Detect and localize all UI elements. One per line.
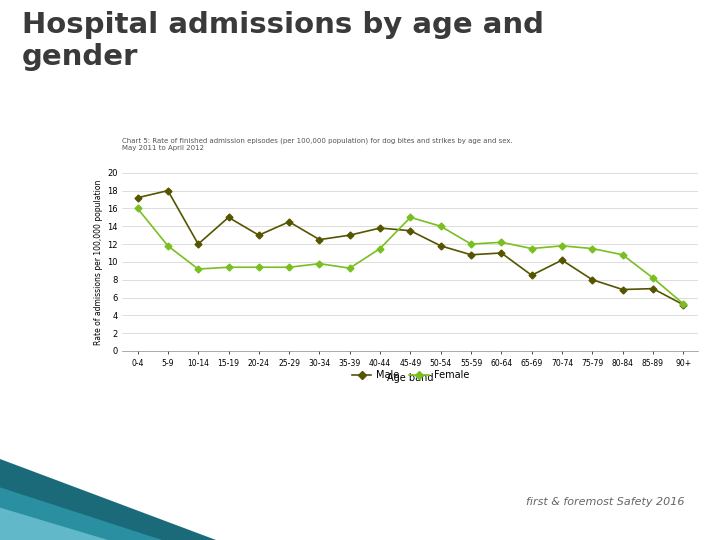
Male	[497, 249, 505, 256]
Female	[558, 242, 567, 249]
Male	[588, 276, 597, 283]
Female	[527, 245, 536, 252]
Text: first & foremost Safety 2016: first & foremost Safety 2016	[526, 497, 684, 507]
Female	[588, 245, 597, 252]
Female	[618, 252, 627, 258]
X-axis label: Age band: Age band	[387, 373, 433, 383]
Y-axis label: Rate of admissions per 100,000 population: Rate of admissions per 100,000 populatio…	[94, 179, 103, 345]
Male	[254, 232, 263, 239]
Female	[346, 265, 354, 272]
Male	[436, 242, 445, 249]
Female	[376, 245, 384, 252]
Female	[649, 275, 657, 281]
Male	[467, 252, 475, 258]
Male	[679, 301, 688, 308]
Text: Chart 5: Rate of finished admission episodes (per 100,000 population) for dog bi: Chart 5: Rate of finished admission epis…	[122, 138, 513, 151]
Male	[527, 272, 536, 279]
Male	[346, 232, 354, 239]
Polygon shape	[0, 459, 216, 540]
Female	[406, 214, 415, 220]
Male	[649, 285, 657, 292]
Female	[133, 205, 142, 212]
Female	[163, 242, 172, 249]
Female	[224, 264, 233, 271]
Male	[285, 219, 294, 225]
Text: Hospital admissions by age and
gender: Hospital admissions by age and gender	[22, 11, 544, 71]
Male	[406, 227, 415, 234]
Female	[285, 264, 294, 271]
Male	[133, 194, 142, 201]
Line: Male: Male	[135, 188, 685, 307]
Male	[315, 237, 324, 243]
Polygon shape	[0, 508, 108, 540]
Male	[558, 257, 567, 264]
Male	[376, 225, 384, 231]
Female	[497, 239, 505, 246]
Female	[467, 241, 475, 247]
Female	[436, 223, 445, 230]
Line: Female: Female	[135, 206, 685, 306]
Male	[194, 241, 202, 247]
Male	[618, 286, 627, 293]
Legend: Male, Female: Male, Female	[348, 367, 473, 384]
Female	[315, 260, 324, 267]
Female	[254, 264, 263, 271]
Male	[163, 187, 172, 194]
Polygon shape	[0, 487, 162, 540]
Female	[679, 301, 688, 307]
Male	[224, 214, 233, 220]
Female	[194, 266, 202, 272]
